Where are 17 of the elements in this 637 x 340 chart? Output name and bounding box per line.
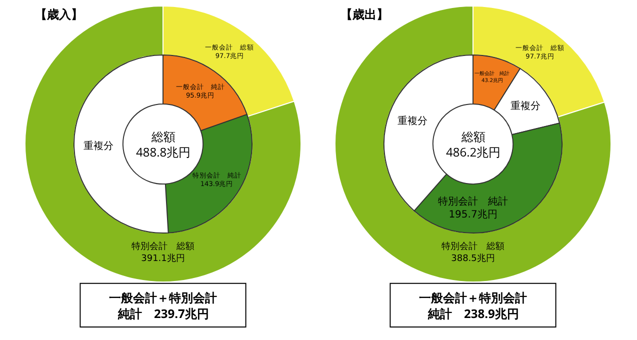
text: 総額 488.8兆円 [136,128,191,161]
text: 純計 239.7兆円 [117,305,209,322]
data-label: 388.5兆円 [451,252,495,264]
slice-label: 特別会計 総額 [132,241,194,252]
slice-label: 重複分 [510,100,540,112]
slice-label: 重複分 [398,115,428,128]
chart-title: 【歳出】 [340,6,388,23]
data-label: 391.1兆円 [141,252,185,264]
text: 一般会計＋特別会計 [419,289,527,306]
data-label: 195.7兆円 [448,208,498,220]
text: 総額 486.2兆円 [446,128,501,161]
slice-label: 重複分 [83,140,114,152]
text: 純計 238.9兆円 [427,305,519,322]
text: 一般会計＋特別会計 [109,289,217,306]
slice-label: 特別会計 純計 [438,195,508,208]
slice-label: 特別会計 総額 [442,241,504,252]
chart-title: 【歳入】 [34,6,83,23]
